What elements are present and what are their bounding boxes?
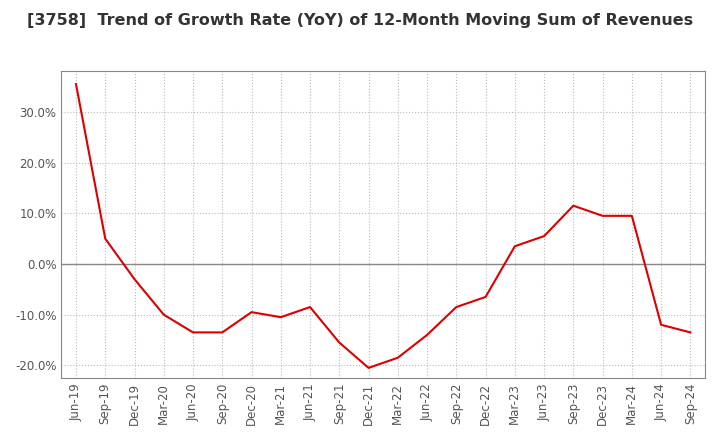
Text: [3758]  Trend of Growth Rate (YoY) of 12-Month Moving Sum of Revenues: [3758] Trend of Growth Rate (YoY) of 12-… <box>27 13 693 28</box>
